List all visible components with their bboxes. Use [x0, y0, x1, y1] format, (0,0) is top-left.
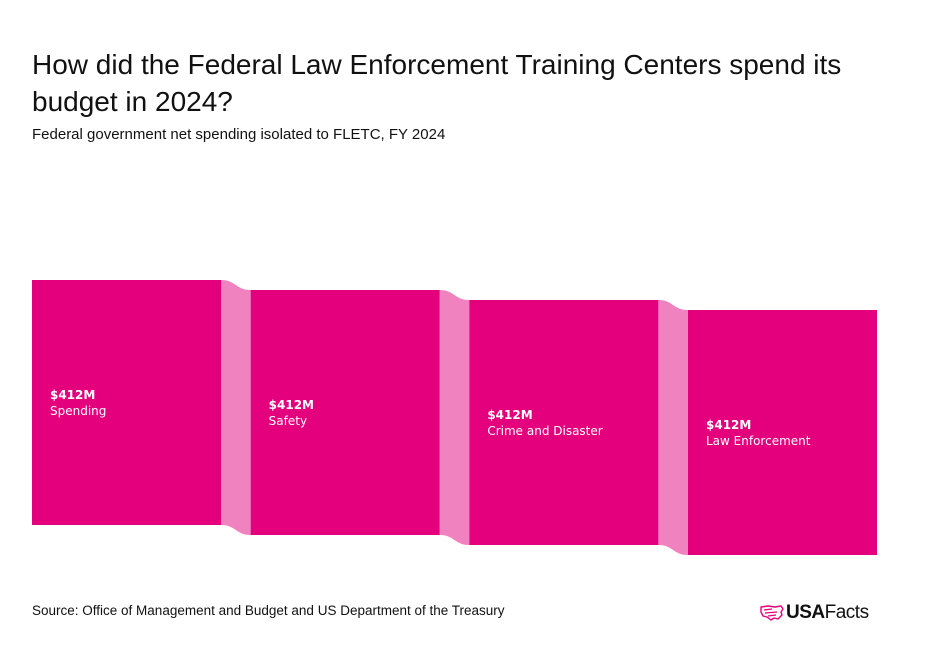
- node-label-spending: $412M Spending: [50, 387, 106, 419]
- node-safety: [250, 290, 440, 535]
- node-name-crime: Crime and Disaster: [487, 423, 603, 438]
- node-name-spending: Spending: [50, 403, 107, 418]
- logo-text-suffix: Facts: [824, 602, 869, 623]
- node-law: [688, 310, 877, 555]
- source-note: Source: Office of Management and Budget …: [32, 603, 505, 618]
- chart-subtitle: Federal government net spending isolated…: [32, 126, 446, 143]
- node-label-law: $412M Law Enforcement: [706, 417, 810, 449]
- logo-wordmark: USAFacts: [786, 602, 869, 624]
- usafacts-logo: USAFacts: [760, 601, 869, 625]
- node-label-crime: $412M Crime and Disaster: [487, 407, 602, 439]
- chart-title: How did the Federal Law Enforcement Trai…: [32, 49, 842, 117]
- node-value-safety: $412M: [268, 397, 314, 412]
- node-name-safety: Safety: [268, 413, 308, 428]
- node-spending: [32, 280, 221, 525]
- node-value-spending: $412M: [50, 387, 96, 402]
- link-spending-safety: [221, 280, 251, 535]
- node-value-law: $412M: [706, 417, 752, 432]
- node-value-crime: $412M: [487, 407, 533, 422]
- link-safety-crime: [439, 290, 470, 545]
- node-crime: [469, 300, 659, 545]
- logo-text-prefix: USA: [786, 602, 825, 623]
- node-name-law: Law Enforcement: [706, 433, 811, 448]
- link-crime-law: [658, 300, 688, 555]
- us-flag-map-icon: [760, 605, 784, 621]
- node-label-safety: $412M Safety: [269, 397, 314, 429]
